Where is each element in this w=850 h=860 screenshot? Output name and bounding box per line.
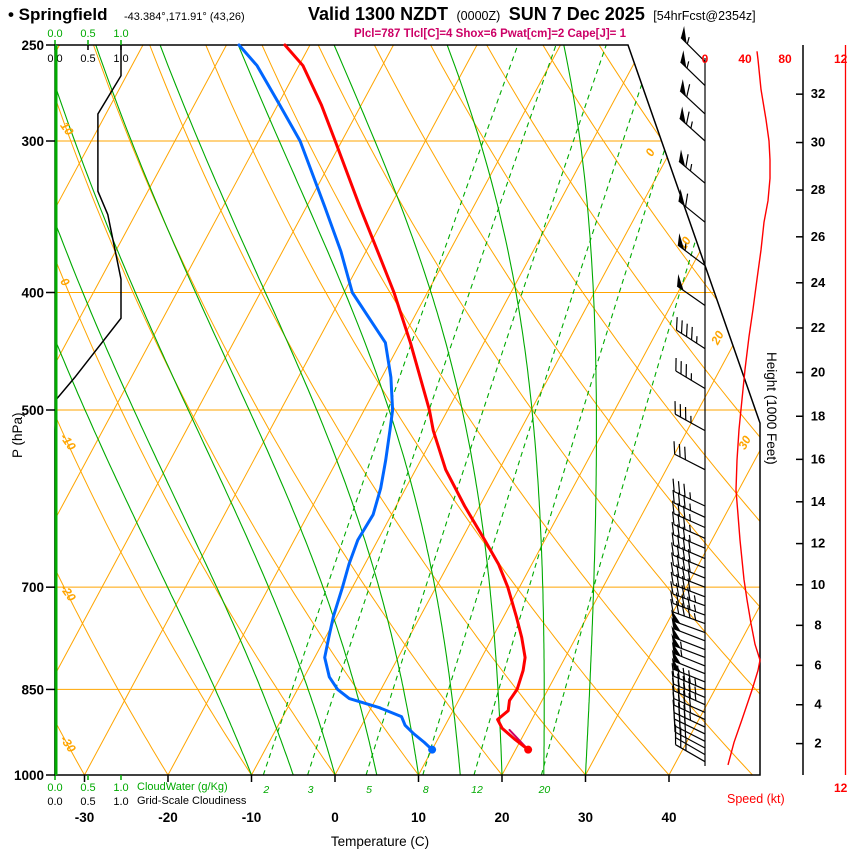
mixing-ratio-label: 20 xyxy=(538,784,551,796)
valid-time-line: Valid 1300 NZDT (0000Z) SUN 7 Dec 2025 [… xyxy=(308,4,760,25)
cloudiness-top-tick: 0.5 xyxy=(80,53,95,65)
height-axis-title: Height (1000 Feet) xyxy=(764,352,779,465)
dry-adiabat-label: 0 xyxy=(57,275,72,289)
forecast-tag: [54hrFcst@2354z] xyxy=(653,9,756,23)
height-tick: 2 xyxy=(814,736,821,751)
skew-grid-lines xyxy=(55,45,760,775)
mixing-ratio-label: 8 xyxy=(423,784,429,796)
isotherm-label: 0 xyxy=(642,146,658,159)
cloudwater-scale-caption: CloudWater (g/Kg) xyxy=(137,781,228,793)
temperature-tick: -10 xyxy=(242,810,262,825)
speed-tick-bottom-clipped: 12 xyxy=(834,781,848,795)
dewpoint-curve xyxy=(237,43,434,752)
cloudwater-bottom-tick: 0.5 xyxy=(80,782,95,794)
dry-adiabat-label: -20 xyxy=(57,582,79,605)
temperature-axis-title: Temperature (C) xyxy=(330,834,430,849)
pressure-axis: 250 300 400 500 700 850 1000 xyxy=(14,38,55,783)
height-tick: 18 xyxy=(811,408,825,423)
height-tick: 30 xyxy=(811,135,825,150)
mixing-ratio-label: 3 xyxy=(308,784,314,796)
temperature-tick: 40 xyxy=(661,810,676,825)
cloudiness-bottom-tick: 0.5 xyxy=(80,796,95,808)
valid-time: Valid 1300 NZDT xyxy=(308,4,449,24)
pressure-tick: 300 xyxy=(21,134,44,149)
cloudiness-bottom-tick: 1.0 xyxy=(113,796,128,808)
cloudwater-bottom-tick: 1.0 xyxy=(113,782,128,794)
temperature-curve xyxy=(283,43,530,752)
mixing-ratio-label: 2 xyxy=(262,784,269,796)
isotherm-label: 20 xyxy=(708,328,727,348)
dry-adiabat-label: -10 xyxy=(57,431,79,454)
temperature-tick: 30 xyxy=(578,810,593,825)
valid-utc: (0000Z) xyxy=(456,9,501,23)
surface-dewpoint-dot xyxy=(428,745,437,754)
temperature-tick: 20 xyxy=(494,810,509,825)
mixing-ratio-label: 5 xyxy=(366,784,372,796)
pressure-tick: 700 xyxy=(21,580,44,595)
cloudwater-top-tick: 0.0 xyxy=(47,28,62,40)
dry-adiabat-label: -30 xyxy=(57,733,79,756)
dry-adiabat-label: 10 xyxy=(57,119,76,138)
height-tick: 16 xyxy=(811,451,825,466)
cloudiness-bottom-tick: 0.0 xyxy=(47,796,62,808)
height-tick: 12 xyxy=(811,536,825,551)
height-tick: 4 xyxy=(814,697,822,712)
height-tick: 14 xyxy=(811,494,826,509)
cloud-scales: 0.00.00.00.00.50.50.50.51.01.01.01.0 xyxy=(47,28,128,808)
height-tick: 24 xyxy=(811,275,826,290)
pressure-tick: 500 xyxy=(21,403,44,418)
valid-date: SUN 7 Dec 2025 xyxy=(508,4,645,24)
pressure-axis-title: P (hPa) xyxy=(10,412,25,458)
speed-tick-top-clipped: 12 xyxy=(834,52,848,66)
speed-tick-top: 80 xyxy=(778,52,792,66)
wind-barbs xyxy=(670,26,706,766)
isotherm-label: 30 xyxy=(735,433,754,452)
pressure-tick: 250 xyxy=(21,38,44,53)
cloudwater-top-tick: 0.5 xyxy=(80,28,95,40)
height-tick: 20 xyxy=(811,364,825,379)
temperature-tick: 10 xyxy=(411,810,426,825)
pressure-tick: 400 xyxy=(21,285,44,300)
station-coordinates: -43.384°,171.91° (43,26) xyxy=(124,11,245,23)
surface-temperature-dot xyxy=(524,745,533,754)
height-tick: 10 xyxy=(811,577,825,592)
moisture-lines xyxy=(55,45,757,775)
wind-speed-curve xyxy=(727,51,771,766)
pressure-tick: 1000 xyxy=(14,768,44,783)
height-tick: 8 xyxy=(814,617,821,632)
height-tick: 28 xyxy=(811,182,825,197)
cloudwater-top-tick: 1.0 xyxy=(113,28,128,40)
height-tick: 26 xyxy=(811,229,825,244)
speed-profile-axis: 0 40 80 12 12 xyxy=(702,45,848,795)
height-tick: 6 xyxy=(814,657,821,672)
temperature-tick: -30 xyxy=(75,810,95,825)
temperature-tick: 0 xyxy=(331,810,339,825)
speed-tick-top: 40 xyxy=(738,52,752,66)
height-tick: 32 xyxy=(811,86,825,101)
speed-tick-top: 0 xyxy=(702,52,709,66)
station-name: • Springfield xyxy=(8,5,108,24)
speed-axis-title: Speed (kt) xyxy=(727,792,785,806)
height-tick: 22 xyxy=(811,320,825,335)
temperature-axis: -30 -20 -10 0 10 20 30 40 xyxy=(75,775,677,825)
temperature-tick: -20 xyxy=(158,810,178,825)
stability-indices: Plcl=787 Tlcl[C]=4 Shox=6 Pwat[cm]=2 Cap… xyxy=(354,28,626,40)
mixing-ratio-label: 12 xyxy=(471,784,483,796)
cloudwater-bottom-tick: 0.0 xyxy=(47,782,62,794)
pressure-tick: 850 xyxy=(21,682,44,697)
cloudiness-scale-caption: Grid-Scale Cloudiness xyxy=(137,795,247,807)
